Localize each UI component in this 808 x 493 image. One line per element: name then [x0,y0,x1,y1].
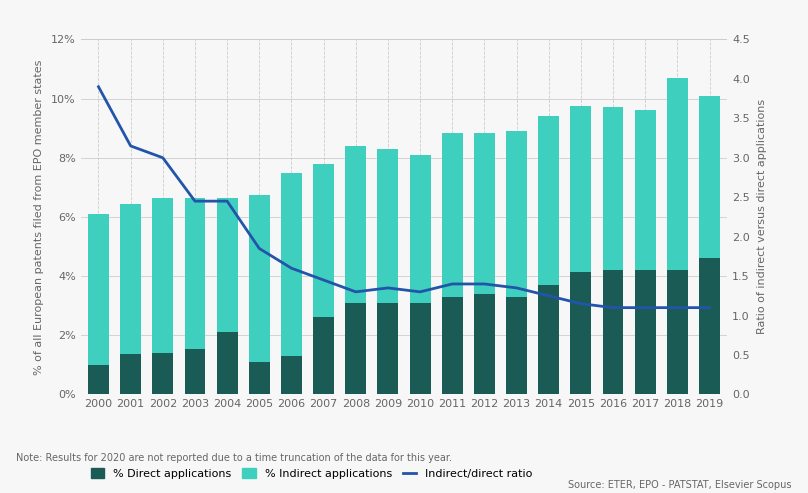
Bar [281,356,302,394]
Bar [410,155,431,303]
Bar [538,116,559,285]
Bar [281,173,302,356]
Bar [474,133,494,294]
Bar [314,317,334,394]
Bar [474,294,494,394]
Text: Note: Results for 2020 are not reported due to a time truncation of the data for: Note: Results for 2020 are not reported … [16,453,452,463]
Bar [377,303,398,394]
Legend: % Direct applications, % Indirect applications, Indirect/direct ratio: % Direct applications, % Indirect applic… [86,464,537,483]
Bar [538,285,559,394]
Bar [120,354,141,394]
Bar [184,198,205,349]
Bar [153,198,173,353]
Bar [217,332,238,394]
Bar [377,149,398,303]
Y-axis label: % of all European patents filed from EPO member states: % of all European patents filed from EPO… [34,59,44,375]
Bar [442,297,463,394]
Bar [667,78,688,270]
Bar [699,258,720,394]
Bar [345,146,366,303]
Bar [667,270,688,394]
Bar [506,297,527,394]
Bar [635,270,655,394]
Bar [570,106,591,272]
Bar [699,96,720,258]
Bar [249,362,270,394]
Bar [410,303,431,394]
Bar [603,107,624,270]
Bar [120,204,141,354]
Bar [345,303,366,394]
Bar [603,270,624,394]
Bar [635,110,655,270]
Text: Source: ETER, EPO - PATSTAT, Elsevier Scopus: Source: ETER, EPO - PATSTAT, Elsevier Sc… [568,480,792,490]
Bar [249,195,270,362]
Bar [314,164,334,317]
Bar [153,353,173,394]
Bar [570,272,591,394]
Bar [184,349,205,394]
Y-axis label: Ratio of indirect versus direct applications: Ratio of indirect versus direct applicat… [757,100,767,334]
Bar [88,365,109,394]
Bar [217,198,238,332]
Bar [506,131,527,297]
Bar [88,214,109,365]
Bar [442,133,463,297]
